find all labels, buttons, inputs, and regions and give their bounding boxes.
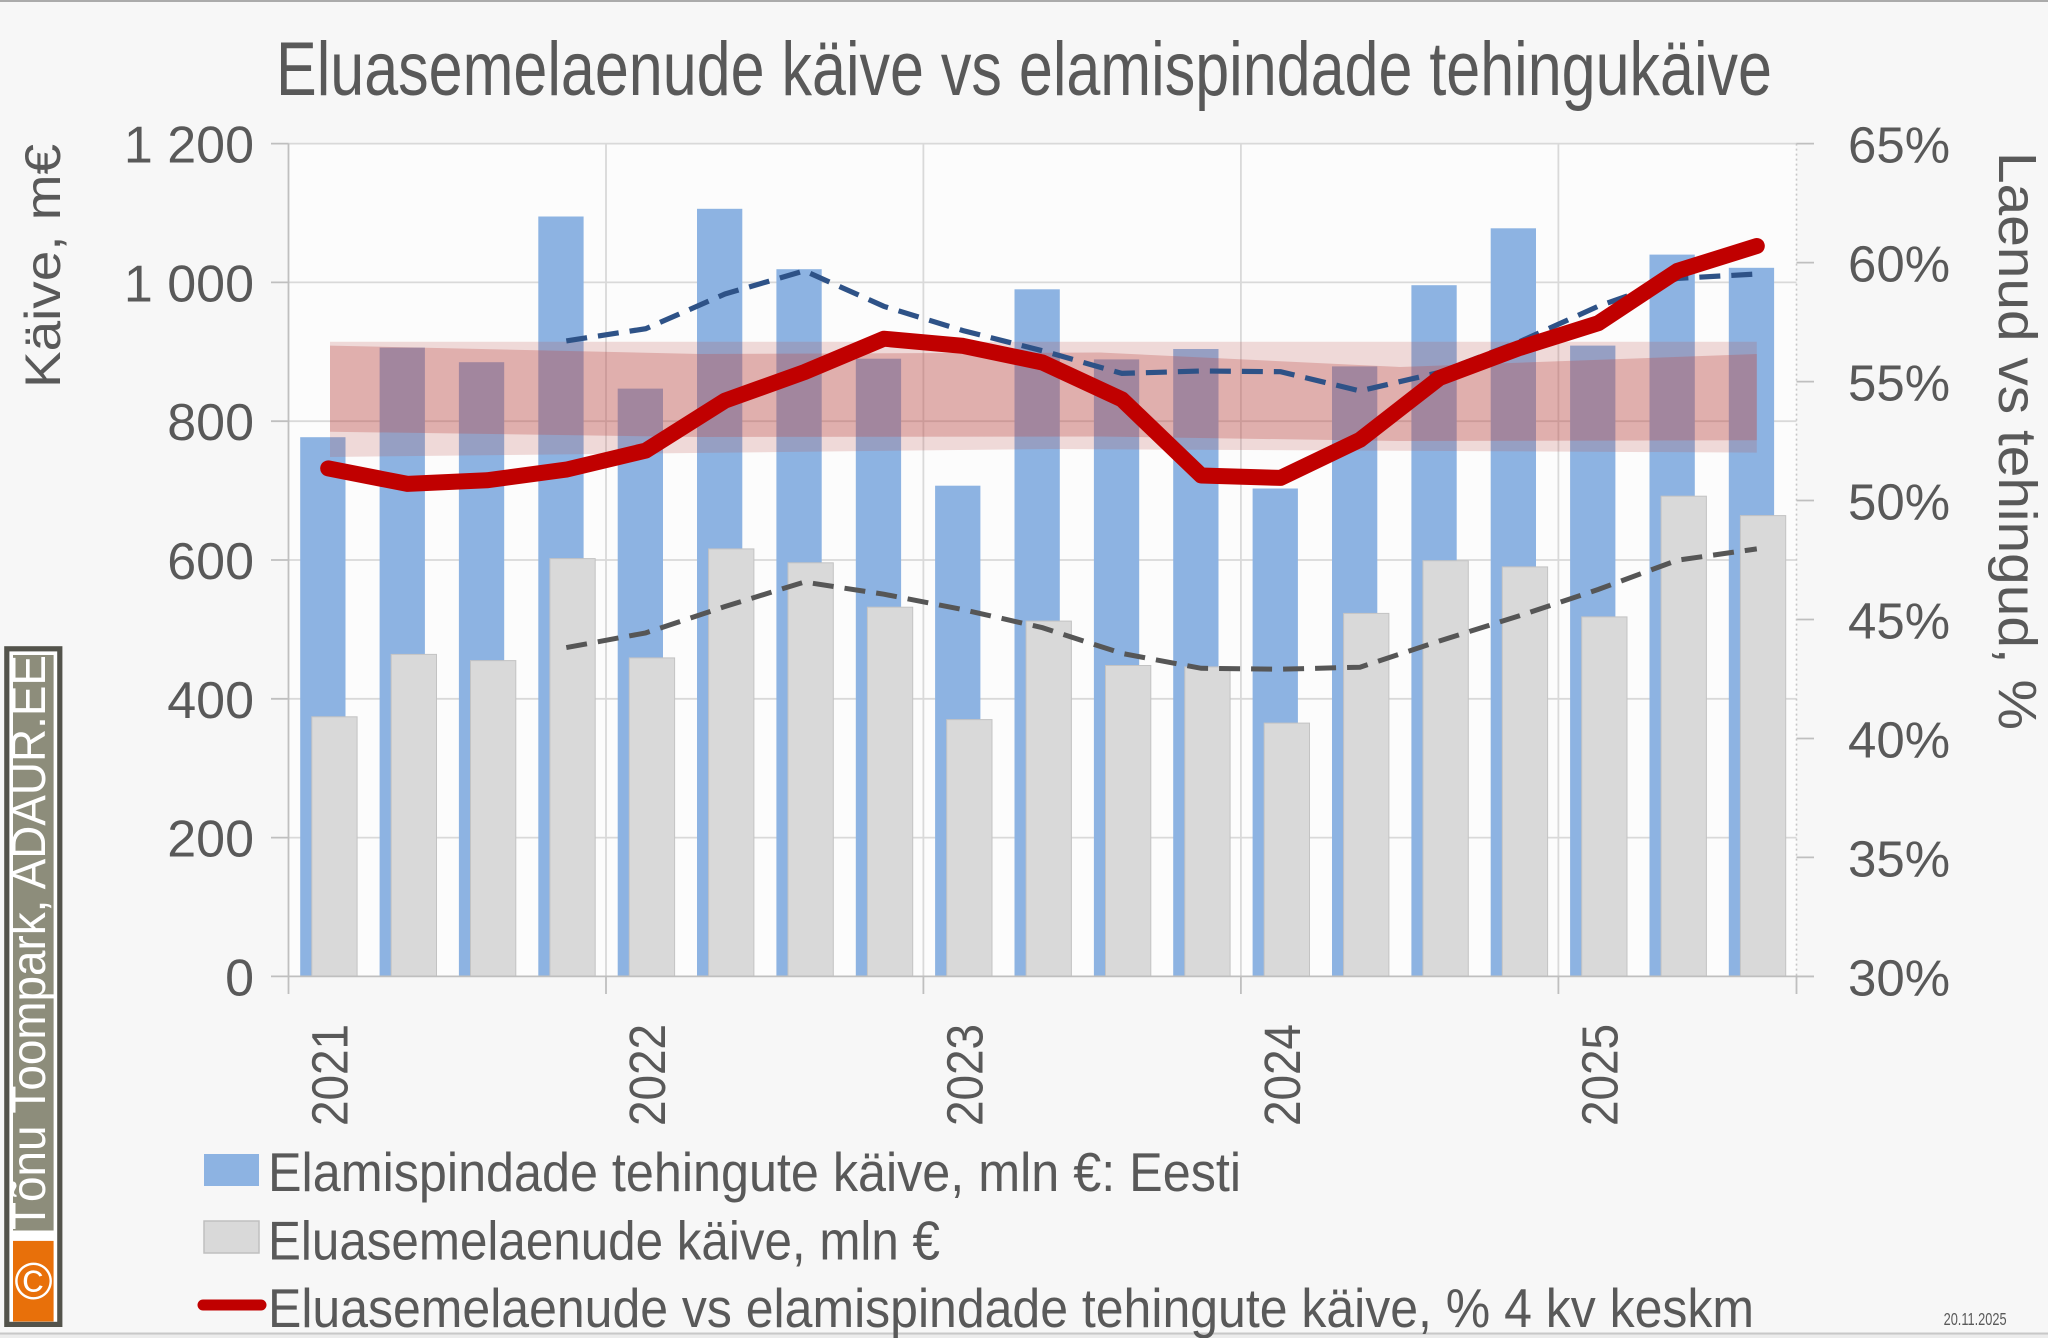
svg-text:40%: 40% (1848, 712, 1950, 769)
svg-text:0: 0 (225, 949, 254, 1007)
svg-text:2022: 2022 (619, 1024, 676, 1126)
svg-text:Eluasemelaenude käive vs elami: Eluasemelaenude käive vs elamispindade t… (276, 27, 1772, 112)
svg-text:2021: 2021 (302, 1024, 359, 1126)
svg-text:2024: 2024 (1254, 1024, 1311, 1126)
svg-text:Laenud vs tehingud, %: Laenud vs tehingud, % (1987, 152, 2047, 730)
svg-text:50%: 50% (1848, 474, 1950, 531)
svg-text:Eluasemelaenude käive, mln €: Eluasemelaenude käive, mln € (268, 1210, 940, 1272)
svg-text:600: 600 (167, 533, 254, 591)
svg-text:2023: 2023 (937, 1024, 994, 1126)
svg-text:800: 800 (167, 394, 254, 452)
svg-text:200: 200 (167, 811, 254, 869)
svg-text:400: 400 (167, 672, 254, 730)
svg-text:1 000: 1 000 (124, 255, 254, 313)
svg-text:45%: 45% (1848, 593, 1950, 650)
svg-text:©: © (14, 1253, 52, 1311)
svg-text:35%: 35% (1848, 830, 1950, 887)
svg-text:60%: 60% (1848, 236, 1950, 293)
svg-text:1 200: 1 200 (124, 117, 254, 175)
svg-text:20.11.2025: 20.11.2025 (1944, 1309, 2007, 1329)
svg-text:Elamispindade tehingute käive,: Elamispindade tehingute käive, mln €: Ee… (268, 1141, 1241, 1203)
svg-text:Eluasemelaenude vs elamispinda: Eluasemelaenude vs elamispindade tehingu… (268, 1277, 1754, 1338)
svg-text:55%: 55% (1848, 355, 1950, 412)
svg-text:Käive, m€: Käive, m€ (15, 144, 71, 388)
svg-text:Tõnu Toompark, ADAUR.EE: Tõnu Toompark, ADAUR.EE (3, 655, 56, 1230)
svg-text:30%: 30% (1848, 949, 1950, 1006)
svg-text:2025: 2025 (1572, 1024, 1629, 1126)
svg-text:65%: 65% (1848, 117, 1950, 174)
